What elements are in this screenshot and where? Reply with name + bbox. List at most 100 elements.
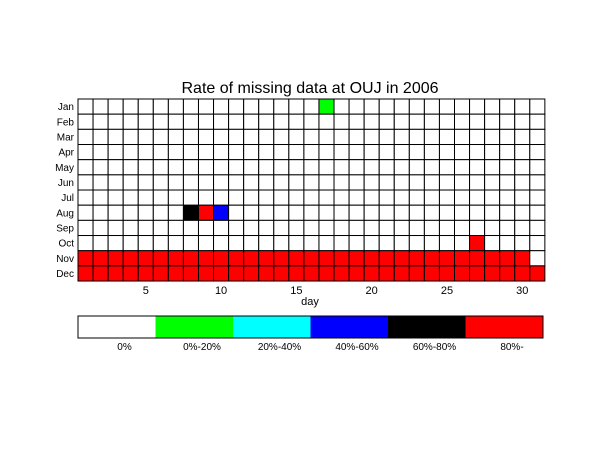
heatmap-cell-jan-21 (378, 98, 395, 115)
heatmap-cell-nov-4 (122, 250, 139, 267)
heatmap-cell-aug-4 (122, 204, 139, 221)
heatmap-cell-nov-16 (303, 250, 320, 267)
heatmap-cell-mar-21 (378, 128, 395, 146)
heatmap-cell-mar-27 (469, 128, 486, 146)
heatmap-cell-mar-10 (213, 128, 230, 146)
heatmap-cell-jun-11 (228, 174, 245, 191)
heatmap-cell-aug-26 (454, 204, 471, 221)
heatmap-cell-may-1 (77, 159, 94, 176)
heatmap-cell-jan-17 (318, 98, 335, 115)
heatmap-cell-jan-30 (514, 98, 531, 115)
heatmap-cell-nov-22 (393, 250, 410, 267)
heatmap-cell-may-13 (258, 159, 275, 176)
heatmap-cell-mar-6 (152, 128, 169, 146)
heatmap-cell-oct-3 (107, 235, 124, 252)
heatmap-cell-sep-26 (454, 219, 471, 237)
heatmap-cell-jan-13 (258, 98, 275, 115)
heatmap-cell-jul-7 (167, 189, 184, 206)
legend-swatch-3 (310, 316, 388, 338)
heatmap-cell-jan-1 (77, 98, 94, 115)
heatmap-cell-oct-9 (197, 235, 215, 252)
heatmap-cell-apr-8 (182, 144, 199, 161)
heatmap-cell-aug-13 (258, 204, 275, 221)
heatmap-cell-apr-27 (469, 144, 486, 161)
heatmap-cell-mar-2 (92, 128, 109, 146)
heatmap-cell-dec-26 (454, 265, 471, 282)
heatmap-cell-jul-29 (499, 189, 516, 206)
heatmap-cell-nov-19 (348, 250, 365, 267)
heatmap-cell-may-16 (303, 159, 320, 176)
heatmap-cell-oct-7 (167, 235, 184, 252)
heatmap-cell-nov-21 (378, 250, 395, 267)
heatmap-cell-may-23 (408, 159, 425, 176)
heatmap-cell-mar-9 (197, 128, 215, 146)
heatmap-cell-may-24 (423, 159, 440, 176)
heatmap-cell-oct-1 (77, 235, 94, 252)
heatmap-cell-jul-14 (273, 189, 290, 206)
heatmap-cell-mar-16 (303, 128, 320, 146)
heatmap-cell-dec-10 (213, 265, 230, 282)
heatmap-cell-jun-22 (393, 174, 410, 191)
month-label-apr: Apr (58, 148, 74, 159)
heatmap-cell-aug-2 (92, 204, 109, 221)
heatmap-cell-feb-2 (92, 113, 109, 130)
heatmap-cell-apr-5 (137, 144, 154, 161)
heatmap-cell-apr-25 (438, 144, 456, 161)
heatmap-cell-jun-4 (122, 174, 139, 191)
heatmap-cell-jul-31 (529, 189, 546, 206)
heatmap-cell-feb-11 (228, 113, 245, 130)
heatmap-cell-nov-1 (77, 250, 94, 267)
heatmap-cell-dec-3 (107, 265, 124, 282)
heatmap-cell-may-19 (348, 159, 365, 176)
heatmap-cell-sep-18 (333, 219, 350, 237)
heatmap-cell-may-15 (288, 159, 305, 176)
heatmap-cell-may-27 (469, 159, 486, 176)
heatmap-cell-jul-5 (137, 189, 154, 206)
heatmap-cell-nov-27 (469, 250, 486, 267)
heatmap-cell-oct-27 (469, 235, 486, 252)
heatmap-cell-mar-1 (77, 128, 94, 146)
heatmap-cell-aug-24 (423, 204, 440, 221)
heatmap-cell-mar-7 (167, 128, 184, 146)
heatmap-cell-apr-23 (408, 144, 425, 161)
heatmap-cell-aug-15 (288, 204, 305, 221)
heatmap-cell-may-6 (152, 159, 169, 176)
month-label-aug: Aug (56, 208, 74, 219)
heatmap-cell-aug-29 (499, 204, 516, 221)
heatmap-cell-jan-3 (107, 98, 124, 115)
heatmap-cell-apr-13 (258, 144, 275, 161)
heatmap-cell-oct-21 (378, 235, 395, 252)
heatmap-cell-nov-11 (228, 250, 245, 267)
heatmap-cell-may-18 (333, 159, 350, 176)
heatmap-cell-oct-10 (213, 235, 230, 252)
month-label-feb: Feb (57, 117, 75, 128)
heatmap-cell-oct-26 (454, 235, 471, 252)
heatmap-cell-nov-31 (529, 250, 546, 267)
month-label-oct: Oct (58, 239, 74, 250)
heatmap-cell-mar-29 (499, 128, 516, 146)
heatmap-cell-may-17 (318, 159, 335, 176)
heatmap-cell-oct-14 (273, 235, 290, 252)
heatmap-cell-dec-2 (92, 265, 109, 282)
heatmap-cell-sep-2 (92, 219, 109, 237)
legend-label-2: 20%-40% (258, 342, 301, 353)
heatmap-cell-aug-14 (273, 204, 290, 221)
heatmap-cell-dec-22 (393, 265, 410, 282)
heatmap-cell-aug-31 (529, 204, 546, 221)
heatmap-cell-jul-11 (228, 189, 245, 206)
heatmap-cell-mar-24 (423, 128, 440, 146)
heatmap-cell-jun-31 (529, 174, 546, 191)
heatmap-cell-nov-8 (182, 250, 199, 267)
heatmap-cell-mar-28 (484, 128, 501, 146)
heatmap-cell-may-11 (228, 159, 245, 176)
heatmap-cell-jul-12 (243, 189, 260, 206)
heatmap-cell-dec-14 (273, 265, 290, 282)
heatmap-cell-feb-18 (333, 113, 350, 130)
heatmap-cell-dec-21 (378, 265, 395, 282)
heatmap-cell-mar-20 (363, 128, 380, 146)
heatmap-cell-aug-1 (77, 204, 94, 221)
heatmap-cell-jul-20 (363, 189, 380, 206)
heatmap-cell-sep-11 (228, 219, 245, 237)
heatmap-cell-apr-17 (318, 144, 335, 161)
